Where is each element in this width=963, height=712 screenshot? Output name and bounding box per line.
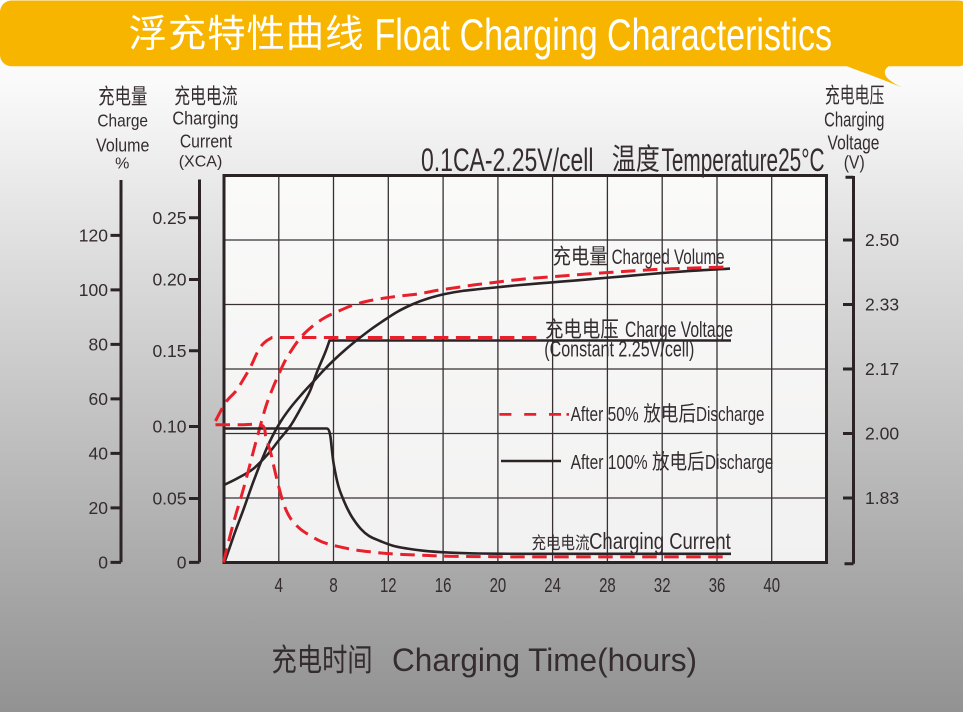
svg-text:Charging Time(hours): Charging Time(hours) <box>392 642 697 678</box>
svg-text:Charging: Charging <box>824 109 884 131</box>
svg-text:32: 32 <box>654 575 671 597</box>
svg-text:Charge Voltage: Charge Voltage <box>625 317 733 342</box>
svg-text:0.05: 0.05 <box>152 489 186 509</box>
svg-text:2.00: 2.00 <box>865 424 899 444</box>
svg-text:2.17: 2.17 <box>865 359 899 379</box>
svg-text:100: 100 <box>79 280 108 300</box>
svg-text:20: 20 <box>490 575 507 597</box>
svg-text:16: 16 <box>435 575 452 597</box>
svg-text:Discharge: Discharge <box>705 451 773 474</box>
svg-text:40: 40 <box>763 575 780 597</box>
svg-text:12: 12 <box>380 575 397 597</box>
svg-text:120: 120 <box>79 225 108 245</box>
svg-text:Charge: Charge <box>97 111 148 131</box>
svg-text:Charging: Charging <box>172 109 238 130</box>
svg-text:Voltage: Voltage <box>828 132 880 154</box>
svg-text:(XCA): (XCA) <box>179 154 223 171</box>
svg-text:0.10: 0.10 <box>152 417 186 437</box>
svg-text:2.33: 2.33 <box>865 295 899 315</box>
svg-text:1.83: 1.83 <box>865 488 899 508</box>
svg-text:0.15: 0.15 <box>152 341 186 361</box>
svg-text:60: 60 <box>89 389 109 409</box>
svg-text:0: 0 <box>98 552 108 572</box>
svg-text:0.1CA-2.25V/cell: 0.1CA-2.25V/cell <box>421 142 594 178</box>
svg-text:0.25: 0.25 <box>152 208 186 228</box>
svg-text:4: 4 <box>275 575 284 597</box>
svg-text:%: % <box>115 155 129 172</box>
svg-text:80: 80 <box>89 334 109 354</box>
svg-text:Charged Volume: Charged Volume <box>612 245 725 269</box>
svg-text:0.20: 0.20 <box>152 270 186 290</box>
svg-text:36: 36 <box>709 575 726 597</box>
svg-text:After 100%: After 100% <box>571 451 648 474</box>
svg-text:8: 8 <box>329 575 338 597</box>
svg-text:After 50%: After 50% <box>571 403 639 426</box>
svg-text:Current: Current <box>180 130 233 151</box>
svg-text:Temperature25°C: Temperature25°C <box>662 142 825 178</box>
svg-text:24: 24 <box>544 575 561 597</box>
svg-text:Charging Current: Charging Current <box>589 528 731 554</box>
svg-text:20: 20 <box>89 498 109 518</box>
svg-text:(Constant 2.25V/cell): (Constant 2.25V/cell) <box>544 337 694 362</box>
svg-text:40: 40 <box>89 443 109 463</box>
svg-text:28: 28 <box>599 575 616 597</box>
svg-text:Float Charging Characteristics: Float Charging Characteristics <box>375 11 833 60</box>
svg-text:2.50: 2.50 <box>865 230 899 250</box>
svg-text:0: 0 <box>177 552 187 572</box>
svg-text:(V): (V) <box>844 152 865 173</box>
svg-text:Volume: Volume <box>96 134 149 155</box>
svg-text:Discharge: Discharge <box>696 403 765 426</box>
